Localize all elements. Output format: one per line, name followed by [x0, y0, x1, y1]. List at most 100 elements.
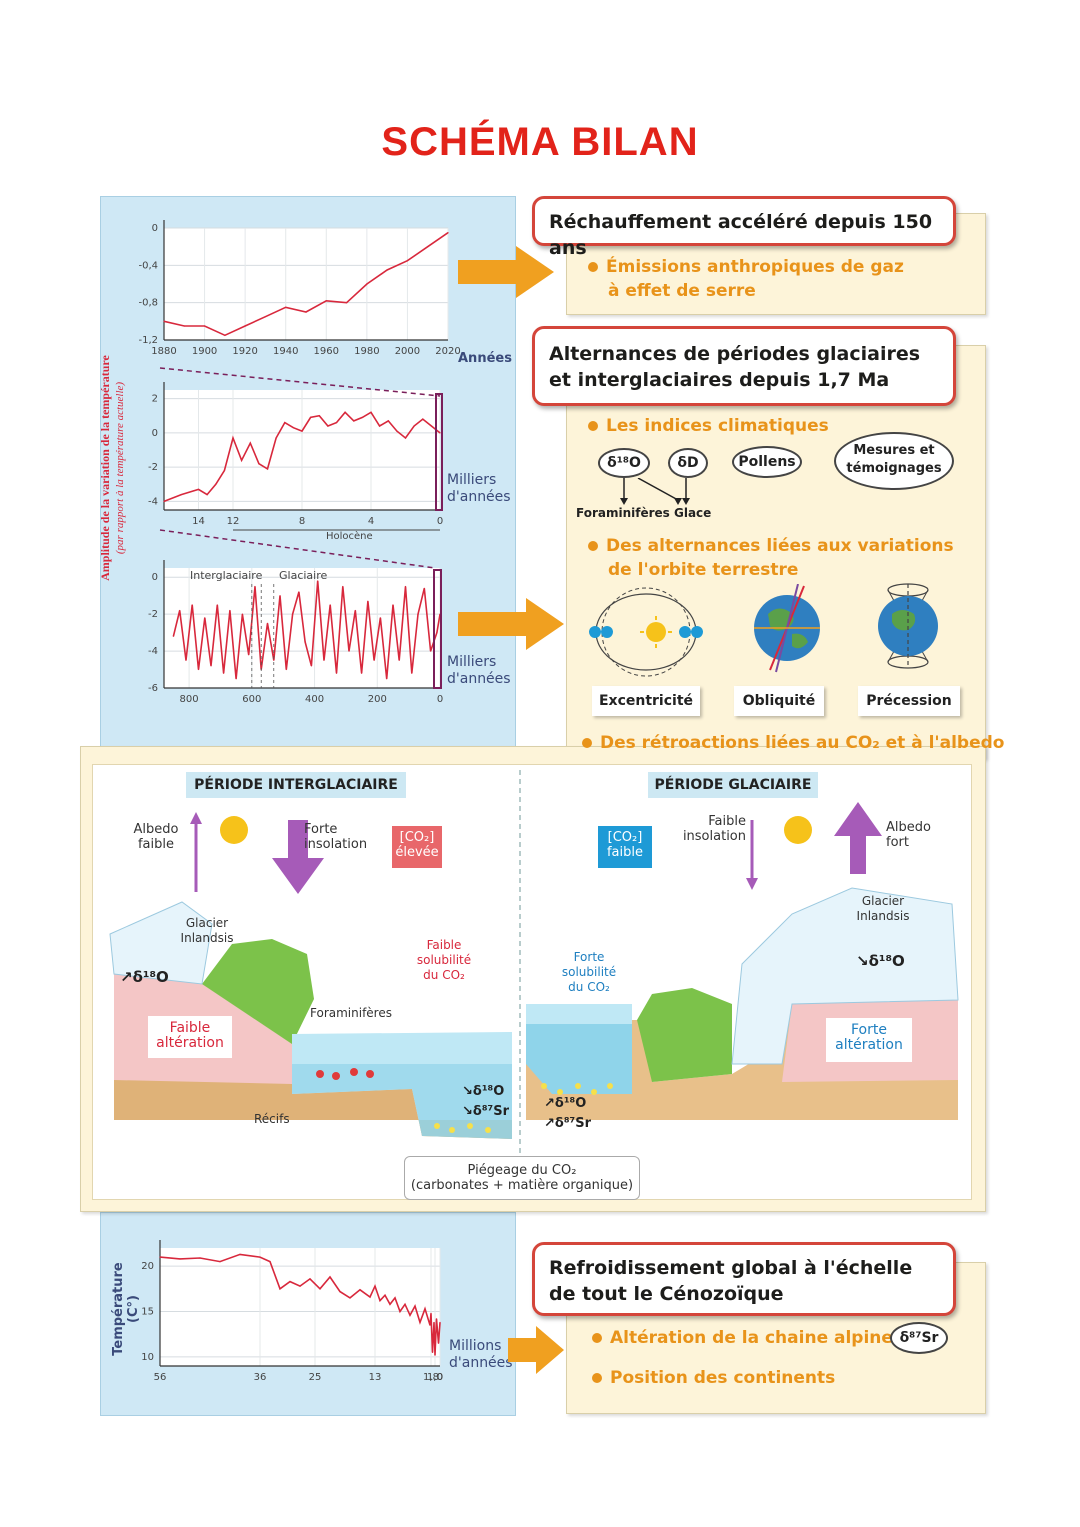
data-point: [386, 678, 388, 680]
data-point: [373, 659, 375, 661]
bullet-emissions: Émissions anthropiques de gaz à effet de…: [588, 255, 904, 303]
label-faible-insolation: Faible insolation: [682, 814, 746, 844]
data-point: [275, 437, 277, 439]
data-point: [229, 609, 231, 612]
y-tick-label: -6: [148, 683, 158, 694]
data-point: [191, 604, 193, 606]
x-tick-label: 14: [192, 516, 205, 527]
data-point: [335, 421, 338, 424]
x-tick-label: 800: [180, 694, 199, 705]
data-point: [374, 1285, 376, 1287]
label-faible-alteration: Faible altération: [148, 1016, 232, 1058]
arrow-right-1: [458, 246, 554, 298]
x-tick-label: 2020: [435, 346, 460, 357]
label-sed-left: ↘δ¹⁸O ↘δ⁸⁷Sr: [462, 1084, 509, 1119]
label-d18o-right: ↘δ¹⁸O: [856, 952, 905, 970]
data-point: [399, 1310, 401, 1313]
data-point: [325, 300, 327, 302]
data-point: [241, 459, 243, 461]
data-point: [434, 1354, 436, 1356]
label-periode-glaciaire: PÉRIODE GLACIAIRE: [648, 772, 818, 798]
holocene-window-marker: [433, 569, 442, 689]
data-point: [264, 316, 267, 318]
data-point: [427, 246, 429, 248]
oval-mesures: Mesures et témoignages: [834, 432, 954, 490]
data-point: [354, 609, 356, 612]
indices-arrows: [620, 478, 690, 505]
data-point: [414, 1305, 416, 1307]
data-point: [424, 1308, 426, 1310]
data-point: [345, 302, 348, 304]
y-tick-label: 15: [141, 1307, 154, 1318]
data-point: [163, 500, 165, 503]
label-sed-right: ↗δ¹⁸O ↗δ⁸⁷Sr: [544, 1096, 591, 1131]
data-point: [339, 1290, 341, 1293]
x-tick-label: 4: [368, 516, 374, 527]
data-point: [285, 306, 287, 308]
chart-glacial-cycles: 0 -2 -4 -6 800 600 400 200 0: [148, 560, 443, 705]
data-point: [180, 493, 182, 496]
oval-dd: δD: [668, 448, 708, 478]
data-point: [433, 1321, 435, 1324]
label-interglaciaire-chart: Interglaciaire: [190, 569, 263, 582]
data-point: [379, 1300, 381, 1302]
label-obliquite: Obliquité: [734, 686, 824, 716]
data-point: [219, 1261, 221, 1263]
label-piegeage-co2: Piégeage du CO₂ (carbonates + matière org…: [404, 1156, 640, 1200]
y-tick-label: 10: [141, 1352, 154, 1363]
data-point: [387, 420, 389, 422]
label-foraminiferes-diagram: Foraminifères: [310, 1006, 392, 1020]
data-point: [430, 425, 432, 427]
data-point: [197, 488, 200, 491]
data-point: [404, 437, 407, 439]
label-faible-solubilite: Faible solubilité du CO₂: [402, 934, 486, 988]
x-tick-label: 600: [242, 694, 261, 705]
label-glacier-inlandsis-left: Glacier Inlandsis: [180, 916, 234, 945]
y-tick-label: -4: [148, 646, 158, 657]
data-point: [199, 1257, 201, 1259]
data-point: [413, 425, 415, 427]
data-point: [384, 1294, 386, 1296]
label-co2-elevee: [CO₂] élevée: [392, 826, 442, 868]
bullet-indices: Les indices climatiques: [588, 414, 829, 438]
data-point: [409, 1314, 411, 1316]
data-point: [241, 613, 244, 615]
data-point: [353, 420, 355, 422]
data-point: [232, 437, 234, 439]
label-foraminiferes: Foraminifères Glace: [576, 506, 712, 520]
data-point: [386, 269, 388, 271]
data-point: [310, 416, 312, 419]
x-tick-label: 0: [437, 516, 443, 527]
data-point: [299, 1285, 301, 1287]
data-point: [411, 672, 413, 674]
bullet-dot-icon: [592, 1333, 602, 1343]
y-tick-label: 20: [141, 1261, 154, 1272]
data-point: [305, 311, 307, 313]
x-tick-label: 1880: [151, 346, 176, 357]
label-glacier-inlandsis-right: Glacier Inlandsis: [856, 894, 910, 923]
chart4-y-title: Température (C°): [111, 1262, 141, 1356]
y-tick-label: -0,8: [138, 298, 158, 309]
data-point: [273, 659, 275, 661]
data-point: [235, 678, 237, 680]
data-point: [318, 415, 320, 417]
data-point: [439, 1321, 441, 1324]
eccentricity-icon: [589, 587, 703, 677]
data-point: [344, 411, 346, 413]
x-tick-label: 1960: [314, 346, 339, 357]
x-tick-label: 400: [305, 694, 324, 705]
data-point: [389, 1303, 391, 1305]
data-point: [348, 650, 350, 652]
x-tick-label: 0: [437, 1372, 443, 1383]
bullet-retroactions: Des rétroactions liées au CO₂ et à l'alb…: [582, 731, 1004, 755]
x-tick-label: 200: [368, 694, 387, 705]
data-point: [447, 232, 449, 234]
data-point: [185, 659, 187, 661]
data-point: [284, 421, 286, 424]
label-precession: Précession: [858, 686, 960, 716]
y-tick-label: 0: [152, 572, 158, 583]
bullet-dot-icon: [588, 541, 598, 551]
bullet-orbite: Des alternances liées aux variations de …: [588, 534, 954, 582]
data-point: [417, 613, 419, 615]
label-excentricite: Excentricité: [592, 686, 700, 716]
